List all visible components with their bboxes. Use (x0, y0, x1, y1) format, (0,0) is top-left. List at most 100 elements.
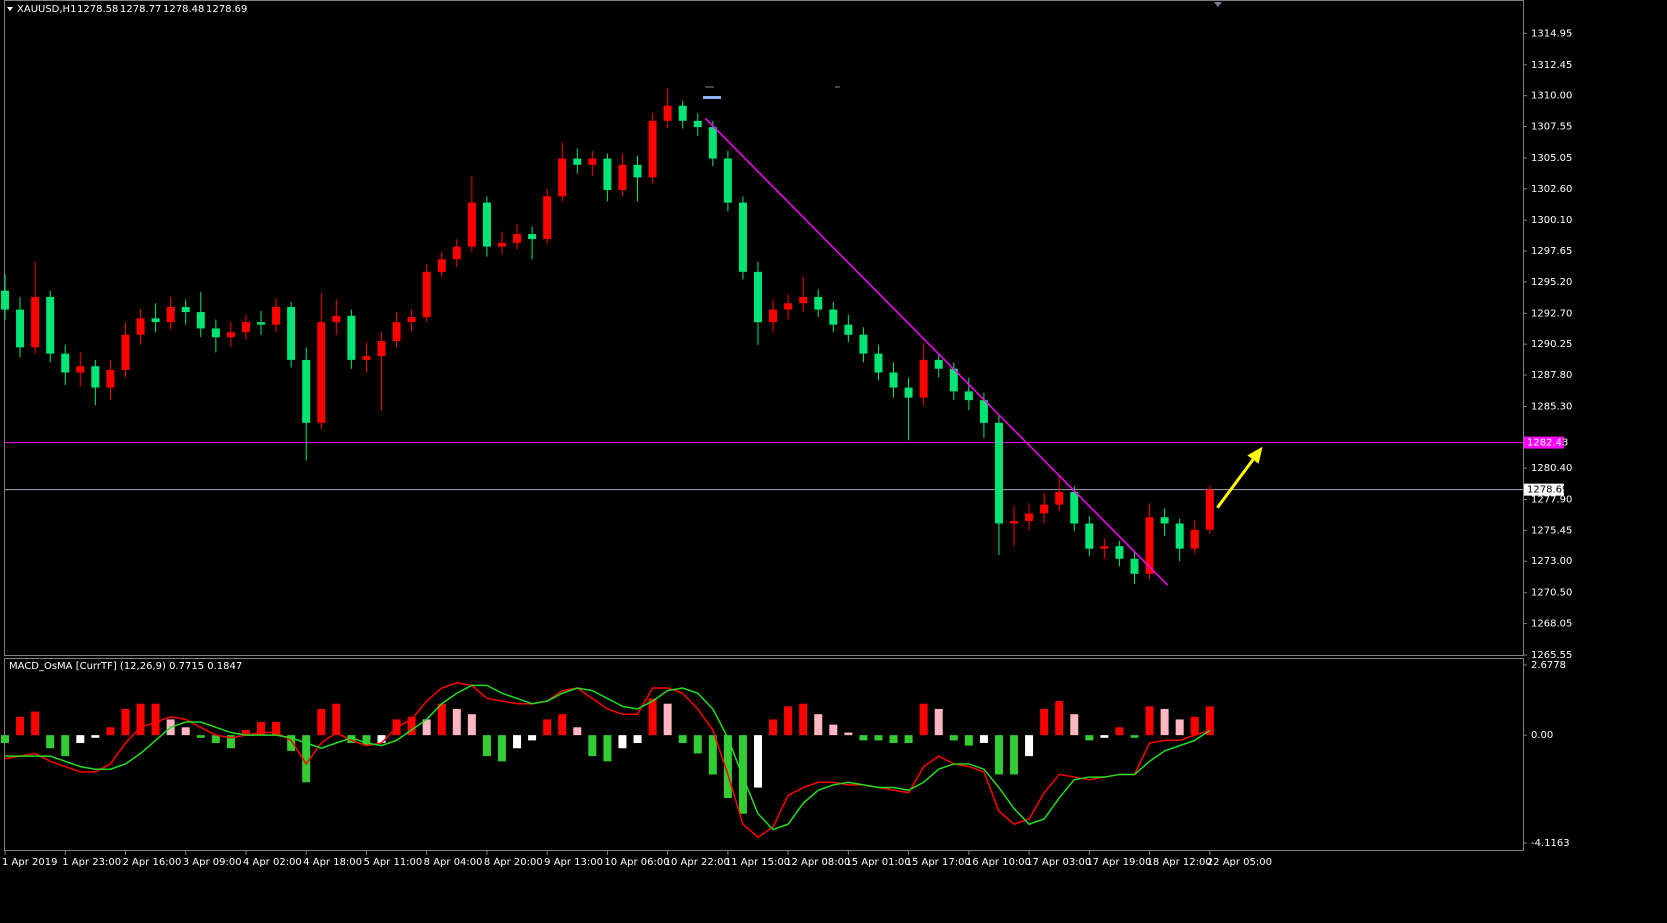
histogram-bar (497, 735, 506, 762)
candle-body (76, 366, 85, 373)
candle-body (332, 315, 341, 323)
candle-body (1, 290, 9, 310)
candle-body (196, 312, 205, 329)
histogram-bar (829, 724, 838, 736)
macd-line (4, 681, 1211, 839)
candle-body (723, 158, 732, 203)
candle-body (392, 322, 401, 342)
histogram-bar (1190, 716, 1199, 736)
y-tick-label: 1275.45 (1531, 525, 1572, 536)
histogram-bar (362, 735, 371, 746)
candle-body (407, 317, 416, 323)
candle-body (272, 307, 281, 325)
candle-body (1205, 489, 1214, 530)
histogram-bar (844, 732, 853, 736)
candle-body (558, 158, 567, 197)
candle-body (799, 296, 808, 304)
histogram-bar (558, 714, 567, 736)
histogram-bar (979, 735, 988, 744)
candle-body (241, 322, 250, 333)
histogram-bar (784, 706, 793, 736)
candle-body (588, 158, 597, 165)
candle-body (693, 120, 702, 128)
histogram-bar (302, 735, 311, 783)
histogram-bar (708, 735, 717, 775)
histogram-bar (332, 703, 341, 736)
x-tick-label: 10 Apr 06:00 (604, 857, 669, 868)
histogram-bar (904, 735, 913, 744)
candle-body (738, 202, 747, 272)
candle-body (1190, 529, 1199, 549)
shift-marker (1214, 2, 1222, 7)
price-level-box (1524, 436, 1564, 449)
histogram-bar (633, 735, 642, 744)
histogram-bar (964, 735, 973, 746)
histogram-bar (678, 735, 687, 744)
candle-body (919, 359, 928, 398)
x-tick-label: 9 Apr 13:00 (544, 857, 603, 868)
candle-body (648, 120, 657, 178)
candle-body (302, 359, 311, 423)
candle-body (979, 400, 988, 423)
candle-body (211, 328, 220, 338)
macd-line (5, 684, 1211, 831)
histogram-bar (1010, 735, 1019, 775)
histogram-bar (1175, 719, 1184, 736)
y-tick-label: 1314.95 (1531, 28, 1572, 39)
y-tick-label: 1268.05 (1531, 619, 1572, 630)
y-tick-label: 2.6778 (1531, 660, 1566, 671)
candle-body (46, 296, 55, 354)
candle-body (994, 422, 1003, 524)
x-tick-label: 17 Apr 03:00 (1026, 857, 1091, 868)
histogram-bar (1070, 714, 1079, 736)
price-level-label: 1282.43 (1527, 438, 1568, 449)
x-tick-label: 16 Apr 10:00 (966, 857, 1031, 868)
histogram-bar (437, 703, 446, 736)
y-tick-label: 1302.60 (1531, 184, 1572, 195)
x-tick-label: 1 Apr 23:00 (62, 857, 121, 868)
candle-body (678, 105, 687, 121)
histogram-bar (482, 735, 491, 757)
candle-body (482, 202, 491, 247)
candle-body (543, 196, 552, 240)
ohlc-value: 1278.77 (120, 4, 161, 15)
histogram-bar (226, 735, 235, 749)
candle-body (257, 322, 266, 325)
candle-body (1040, 504, 1049, 514)
x-tick-label: 11 Apr 15:00 (725, 857, 790, 868)
candle-body (708, 127, 717, 159)
candle-body (949, 368, 958, 392)
histogram-bar (1085, 735, 1094, 741)
trendline (704, 117, 1169, 586)
candle-body (1010, 520, 1019, 524)
x-tick-label: 15 Apr 17:00 (906, 857, 971, 868)
candle-body (377, 341, 386, 357)
candle-body (136, 318, 145, 335)
x-tick-label: 17 Apr 19:00 (1086, 857, 1151, 868)
histogram-bar (136, 703, 145, 736)
candle-body (784, 303, 793, 310)
candle-body (1145, 517, 1154, 574)
x-tick-label: 12 Apr 08:00 (785, 857, 850, 868)
histogram-bar (287, 735, 296, 751)
histogram-bar (422, 719, 431, 736)
candle-body (889, 372, 898, 388)
menu-triangle[interactable] (7, 7, 13, 11)
candle-body (166, 307, 175, 323)
histogram-bar (859, 735, 868, 741)
histogram-bar (934, 708, 943, 736)
histogram-bar (814, 714, 823, 736)
candle-body (31, 296, 40, 348)
ohlc-value: 1278.58 (77, 4, 118, 15)
y-tick-label: -4.1163 (1531, 838, 1570, 849)
histogram-bar (1130, 735, 1139, 738)
histogram-bar (347, 735, 356, 744)
histogram-bar (1040, 708, 1049, 736)
y-tick-label: 1270.50 (1531, 588, 1572, 599)
histogram-bar (151, 703, 160, 736)
candle-body (769, 309, 778, 323)
candle-body (317, 322, 326, 423)
histogram-bar (467, 714, 476, 736)
x-tick-label: 4 Apr 18:00 (303, 857, 362, 868)
histogram-bar (1055, 701, 1064, 736)
